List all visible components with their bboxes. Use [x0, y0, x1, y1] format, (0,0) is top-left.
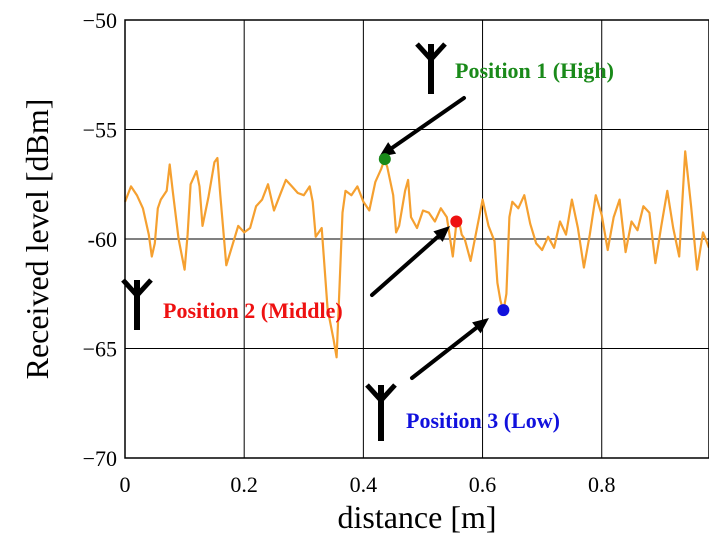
y-axis-label: Received level [dBm] [19, 99, 55, 380]
antenna-icon [365, 383, 397, 441]
annotation-arrow [379, 96, 466, 157]
received-level-line [123, 150, 709, 359]
y-tick-label: −50 [83, 8, 117, 33]
x-tick-label: 0.2 [230, 472, 258, 497]
y-tick-labels: −70 −65 -60 −55 −50 [83, 8, 117, 471]
y-tick-label: −70 [83, 446, 117, 471]
position-label: Position 3 (Low) [406, 408, 560, 433]
antenna-icon [121, 278, 153, 330]
position-marker [378, 153, 391, 166]
plot-frame [124, 19, 709, 459]
annotation-arrow [370, 226, 450, 297]
annotation-arrows [370, 96, 489, 380]
antenna-icon [415, 42, 447, 94]
position-markers [378, 153, 510, 317]
antenna-icons [121, 42, 447, 441]
y-tick-label: −55 [83, 118, 117, 143]
position-labels: Position 1 (High) Position 2 (Middle) Posi… [163, 58, 614, 433]
annotation-arrow [410, 318, 489, 380]
position-label: Position 1 (High) [455, 58, 614, 83]
position-label: Position 2 (Middle) [163, 298, 343, 323]
y-tick-label: -60 [88, 227, 117, 252]
position-marker [450, 215, 463, 228]
x-tick-label: 0.8 [588, 472, 616, 497]
x-tick-label: 0.4 [350, 472, 378, 497]
y-tick-label: −65 [83, 337, 117, 362]
x-axis-label: distance [m] [337, 499, 496, 535]
x-tick-label: 0.6 [469, 472, 497, 497]
x-tick-labels: 0 0.2 0.4 0.6 0.8 [120, 472, 616, 497]
grid-lines [124, 19, 709, 459]
x-tick-label: 0 [120, 472, 131, 497]
position-marker [497, 304, 510, 317]
